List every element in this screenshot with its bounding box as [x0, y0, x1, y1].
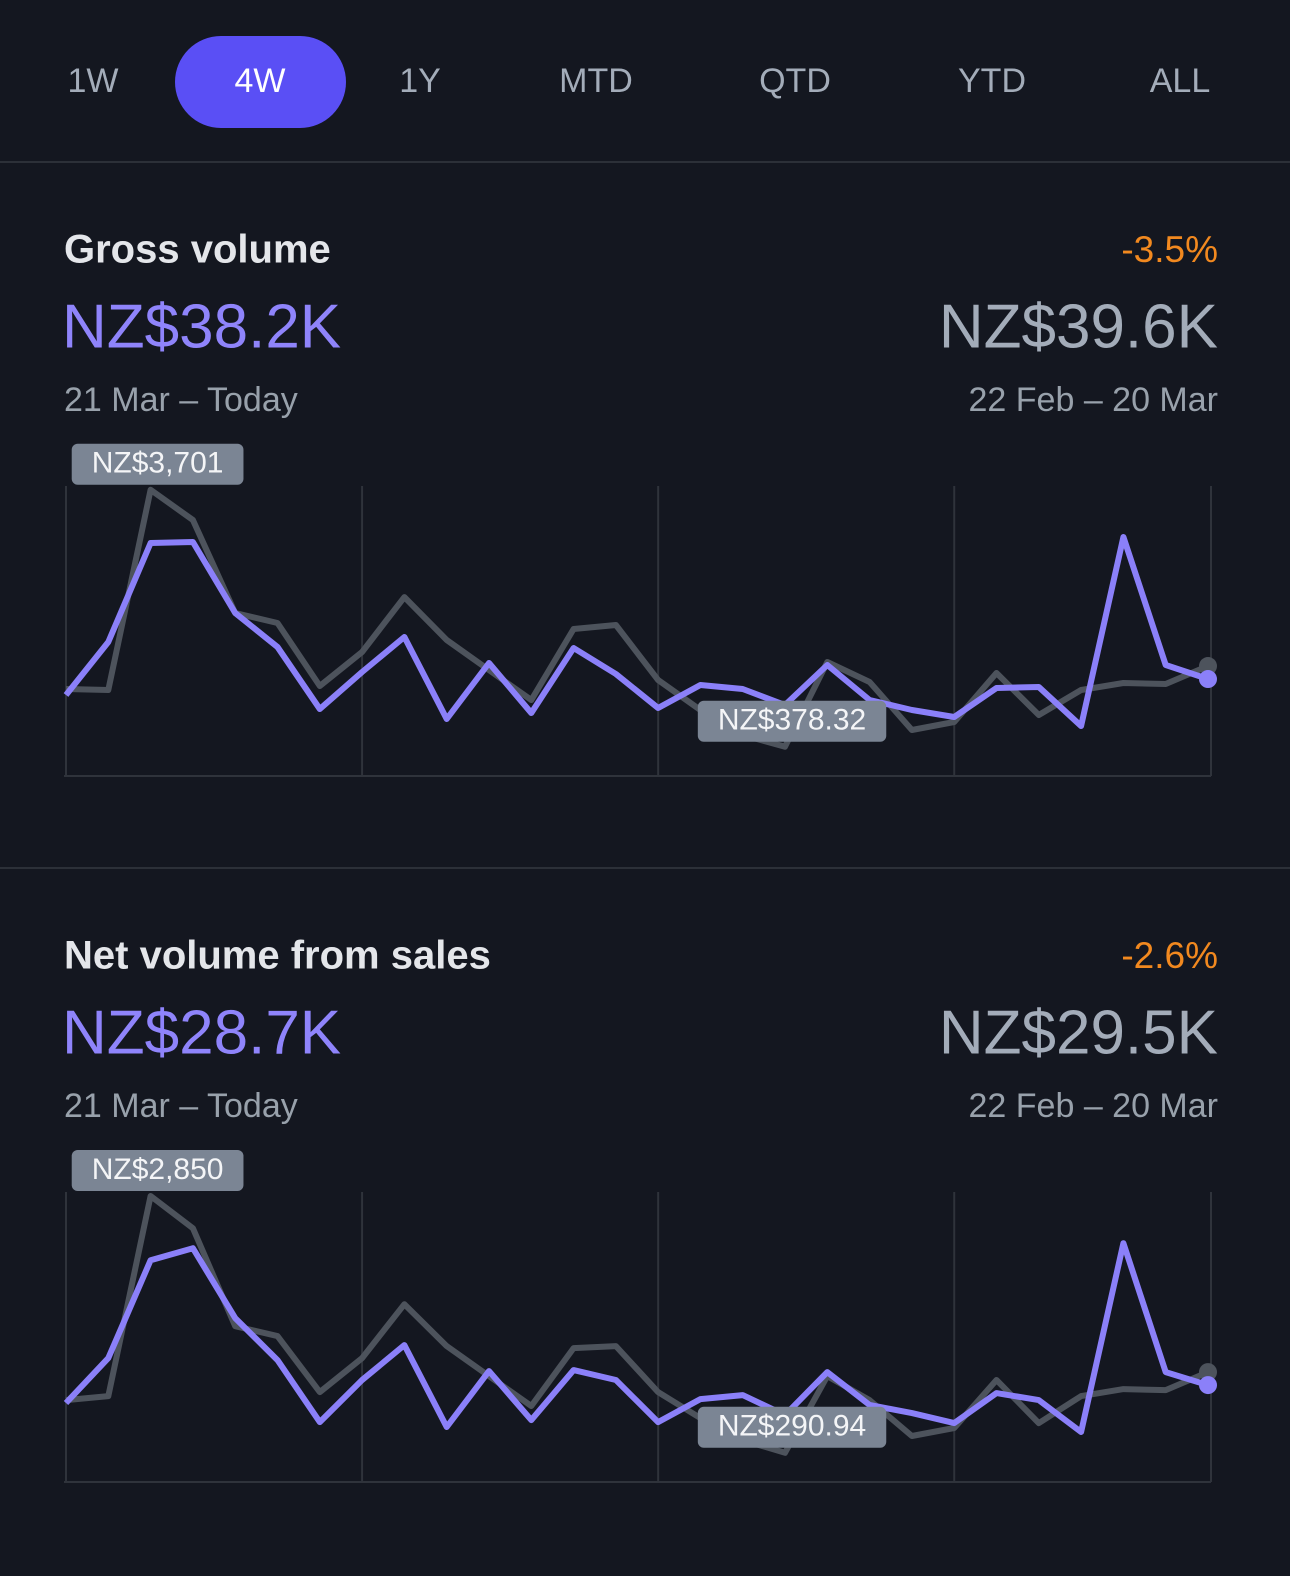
tab[interactable]: YTD — [958, 62, 1026, 100]
tab[interactable]: 1Y — [399, 62, 441, 100]
value-label-box — [697, 700, 887, 742]
tab[interactable]: MTD — [559, 62, 633, 100]
card-title: Net volume from sales — [64, 934, 491, 978]
tab-selected-pill[interactable] — [175, 36, 346, 128]
previous-total: NZ$39.6K — [939, 292, 1218, 361]
value-label: NZ$290.94 — [718, 1410, 866, 1443]
tab[interactable]: ALL — [1150, 62, 1211, 100]
change-percent: -3.5% — [1121, 229, 1218, 270]
change-percent: -2.6% — [1121, 935, 1218, 976]
value-label-box — [71, 443, 244, 485]
end-dot — [1199, 657, 1217, 676]
line-series — [63, 1240, 1209, 1435]
line-series — [65, 1193, 1210, 1456]
end-dot — [1199, 1363, 1217, 1382]
value-label: NZ$2,850 — [92, 1153, 224, 1186]
tab[interactable]: QTD — [759, 62, 831, 100]
end-dot — [1199, 670, 1217, 689]
current-total: NZ$38.2K — [62, 292, 341, 361]
value-label-box — [71, 1150, 244, 1192]
line-series — [63, 534, 1209, 729]
current-period: 21 Mar – Today — [64, 381, 298, 419]
previous-period: 22 Feb – 20 Mar — [969, 381, 1218, 419]
previous-total: NZ$29.5K — [939, 998, 1218, 1067]
current-period: 21 Mar – Today — [64, 1087, 298, 1125]
previous-period: 22 Feb – 20 Mar — [969, 1087, 1218, 1125]
end-dot — [1199, 1376, 1217, 1395]
card-title: Gross volume — [64, 228, 331, 272]
line-series — [65, 486, 1210, 750]
value-label: NZ$378.32 — [718, 704, 866, 737]
current-total: NZ$28.7K — [62, 998, 341, 1067]
value-label-box — [697, 1406, 887, 1448]
value-label: NZ$3,701 — [92, 447, 224, 480]
tab[interactable]: 1W — [68, 62, 119, 100]
tab[interactable]: 4W — [235, 62, 286, 100]
